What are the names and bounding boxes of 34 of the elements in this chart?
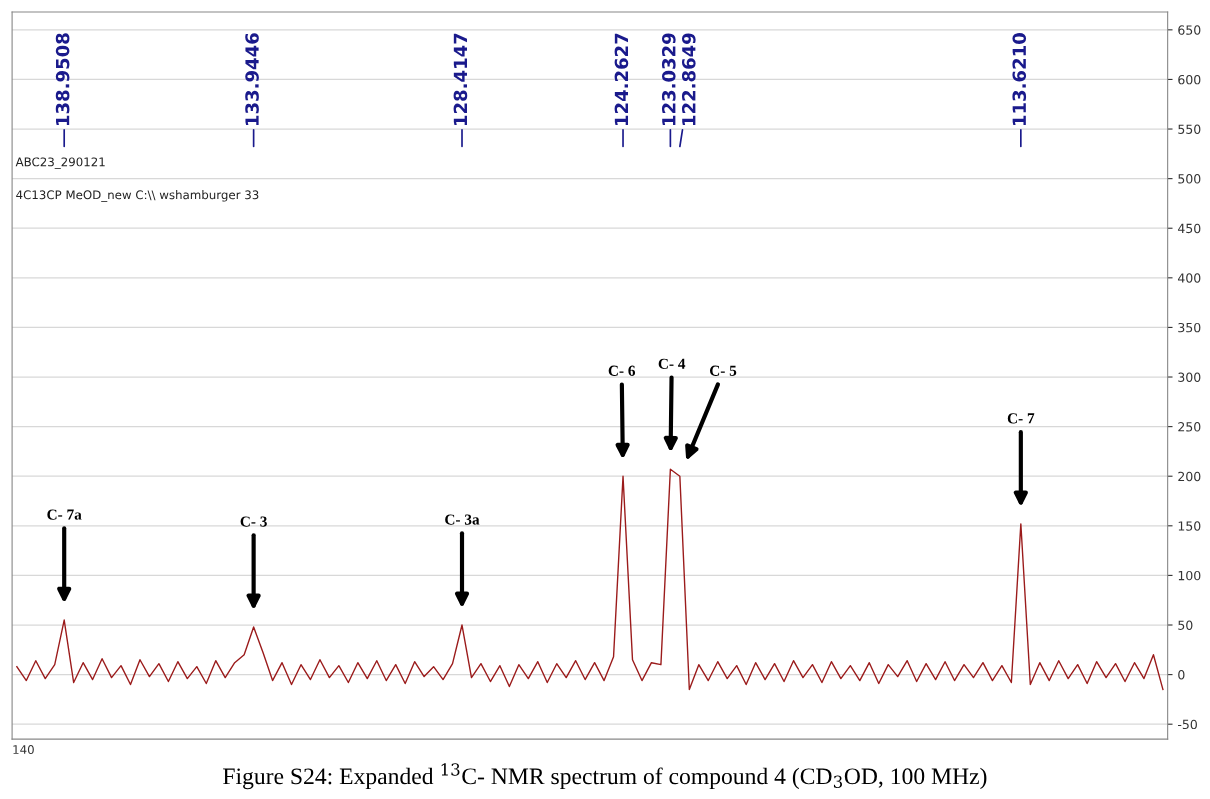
- y-tick-label: 400: [1177, 273, 1201, 283]
- annotation: 138.9508: [55, 33, 70, 126]
- y-tick-label: 200: [1178, 471, 1201, 482]
- y-tick-label: 50: [1178, 620, 1193, 630]
- annotation: 113.6210: [1012, 33, 1027, 126]
- annotation: C- 7: [1007, 413, 1035, 424]
- y-tick-label: 250: [1178, 422, 1201, 432]
- annotation: C- 6: [608, 365, 636, 376]
- annotation: C- 5: [709, 365, 737, 376]
- y-tick-label: 0: [1178, 670, 1185, 680]
- annotation: C- 7a: [47, 509, 82, 520]
- annotation: C- 3: [240, 516, 267, 527]
- y-tick-label: 350: [1178, 322, 1201, 333]
- caption: Figure S24: Expanded $^{13}$C- NMR spectrum of compound 4 (CD$_{3}$OD, 100 MHz): [223, 763, 987, 790]
- annotation: 133.9446: [245, 33, 259, 126]
- y-tick-label: 550: [1178, 124, 1201, 134]
- line-series: [16, 468, 1164, 691]
- annotation: C- 3a: [445, 514, 480, 525]
- y-tick-label: 600: [1178, 74, 1201, 85]
- y-tick-label: -50: [1177, 719, 1197, 730]
- y-tick-label: 300: [1178, 372, 1201, 382]
- text: 140: [13, 745, 34, 755]
- y-tick-label: 150: [1178, 521, 1201, 531]
- annotation: 128.4147: [453, 33, 468, 126]
- y-tick-label: 450: [1177, 223, 1201, 234]
- annotation: 124.2627: [614, 33, 629, 126]
- annotation: ABC23_290121: [15, 157, 105, 169]
- y-tick-label: 500: [1178, 174, 1201, 184]
- annotation: C- 4: [658, 358, 686, 369]
- annotation: 123.0329: [661, 33, 676, 126]
- annotation: 4C13CP MeOD_new C:\\ wshamburger 33: [16, 190, 259, 202]
- y-tick-label: 100: [1178, 570, 1201, 581]
- annotation: 122.8649: [681, 33, 696, 126]
- y-tick-label: 650: [1178, 25, 1201, 35]
